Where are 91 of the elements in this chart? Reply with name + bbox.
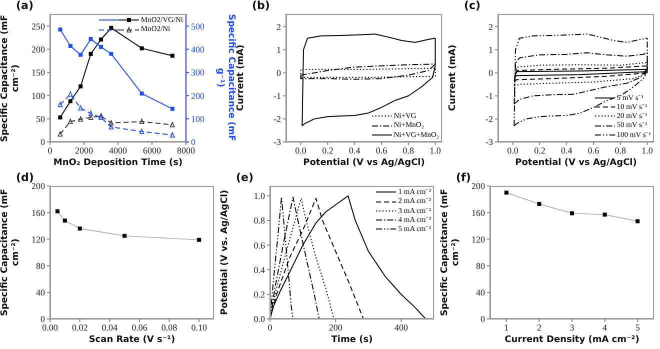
x-tick-label: 5 <box>635 322 640 332</box>
x-tick-label: 3 <box>570 322 575 332</box>
x-tick-label: 0.2 <box>534 145 546 156</box>
y-tick-label: 200 <box>32 44 46 54</box>
x-axis-title: Potential (V vs Ag/AgCl) <box>302 158 426 169</box>
x-tick-label: 0.4 <box>348 145 361 156</box>
y-tick-label: 80 <box>36 260 46 271</box>
y-axis-title: Potential (V vs. Ag/AgCl) <box>220 188 231 318</box>
x-tick-label: 0.8 <box>614 145 627 156</box>
x-axis-title: MnO₂ Deposition Time (s) <box>52 158 184 169</box>
x-tick-label: 1 <box>504 322 509 332</box>
y-tick-label: 2 <box>488 22 493 32</box>
y2-tick-label: 200 <box>191 90 205 101</box>
x-tick-label: 0.4 <box>560 145 573 156</box>
y-tick-label: 1 <box>276 44 281 55</box>
y-tick-label: 150 <box>32 68 46 78</box>
y-tick-label: 0 <box>276 68 282 78</box>
x-tick-label: 1.0 <box>430 145 442 156</box>
chart-title: (b) <box>252 0 270 12</box>
y-axis-title: Current (mA) <box>448 44 459 114</box>
y-tick-label: 0.8 <box>254 216 266 226</box>
chart-title: (c) <box>464 0 481 12</box>
y-tick-label: 40 <box>36 288 46 298</box>
y-tick-label: 40 <box>476 288 486 298</box>
y-tick-label: -3 <box>486 137 494 148</box>
x-axis-title: Current Density (mA cm⁻²) <box>504 335 640 346</box>
y-tick-label: -1 <box>274 91 281 102</box>
y2-tick-label: 0 <box>191 137 196 148</box>
x-tick-label: 400 <box>394 322 408 332</box>
y2-tick-label: 300 <box>191 68 205 78</box>
chart-title: (f) <box>456 171 471 184</box>
y-tick-label: 120 <box>472 234 486 244</box>
y2-tick-label: 400 <box>191 44 205 54</box>
y-tick-label: 1 <box>488 44 493 55</box>
y2-axis-title: Specific Capacitance (mF g⁻¹) <box>214 14 236 142</box>
x-axis-title: Potential (V vs Ag/AgCl) <box>514 158 638 169</box>
x-tick-label: 0.0 <box>507 145 519 156</box>
x-tick-label: 0.02 <box>72 322 88 332</box>
y-tick-label: -1 <box>486 91 493 102</box>
y-tick-label: 200 <box>472 181 486 192</box>
y-tick-label: -3 <box>274 137 282 148</box>
x-tick-label: 0.00 <box>42 322 58 332</box>
x-tick-label: 1.0 <box>642 145 654 156</box>
x-tick-label: 4 <box>602 322 608 332</box>
y-axis-title: Current (mA) <box>236 44 247 114</box>
y-tick-label: 160 <box>472 208 486 218</box>
y-axis-title: Specific Capacitance (mF cm⁻²) <box>0 188 22 318</box>
x-tick-label: 0.04 <box>102 322 118 332</box>
x-tick-label: 0.6 <box>588 145 600 156</box>
y-tick-label: -2 <box>486 114 493 124</box>
y-tick-label: 0 <box>480 314 486 324</box>
x-tick-label: 2 <box>536 322 542 332</box>
chart-title: (d) <box>16 171 34 184</box>
x-tick-label: 4000 <box>109 145 128 156</box>
x-tick-label: 0.6 <box>376 145 388 156</box>
x-axis-title: Scan Rate (V s⁻¹) <box>88 335 176 346</box>
x-tick-label: 6000 <box>143 145 162 156</box>
chart-title: (e) <box>236 171 254 184</box>
y-tick-label: 0.6 <box>254 240 266 250</box>
x-tick-label: 0.8 <box>402 145 415 156</box>
y-tick-label: 100 <box>32 90 46 101</box>
x-axis-title: Time (s) <box>330 335 374 346</box>
x-tick-label: 200 <box>328 322 343 332</box>
y-tick-label: 0.0 <box>254 314 266 324</box>
y-tick-label: 120 <box>32 234 46 244</box>
y-tick-label: 2 <box>276 22 281 32</box>
y2-tick-label: 500 <box>191 21 205 32</box>
y-tick-label: 160 <box>32 208 46 218</box>
y-tick-label: 80 <box>476 260 486 271</box>
y-tick-label: 0.2 <box>254 290 265 300</box>
y-tick-label: -2 <box>274 114 281 124</box>
y-tick-label: 0.4 <box>254 264 266 275</box>
x-tick-label: 0.06 <box>132 322 148 332</box>
x-tick-label: 0.08 <box>161 322 178 332</box>
y-tick-label: 0 <box>40 137 46 148</box>
chart-title: (a) <box>16 0 34 12</box>
x-tick-label: 0 <box>48 145 53 156</box>
y-axis-title: Specific Capacitance (mF cm⁻²) <box>0 14 22 142</box>
y-tick-label: 0 <box>488 68 494 78</box>
y-tick-label: 250 <box>32 21 46 32</box>
y2-tick-label: 100 <box>191 114 205 124</box>
x-tick-label: 2000 <box>75 145 94 156</box>
y-tick-label: 1.0 <box>254 191 266 202</box>
x-tick-label: 0.0 <box>295 145 307 156</box>
y-axis-title: Specific Capacitance (mF cm⁻²) <box>440 188 462 318</box>
x-tick-label: 0.2 <box>322 145 334 156</box>
y-tick-label: 50 <box>36 114 46 124</box>
y-tick-label: 200 <box>32 181 46 192</box>
x-tick-label: 8000 <box>177 145 196 156</box>
y-tick-label: 0 <box>40 314 46 324</box>
x-tick-label: 0.10 <box>191 322 208 332</box>
